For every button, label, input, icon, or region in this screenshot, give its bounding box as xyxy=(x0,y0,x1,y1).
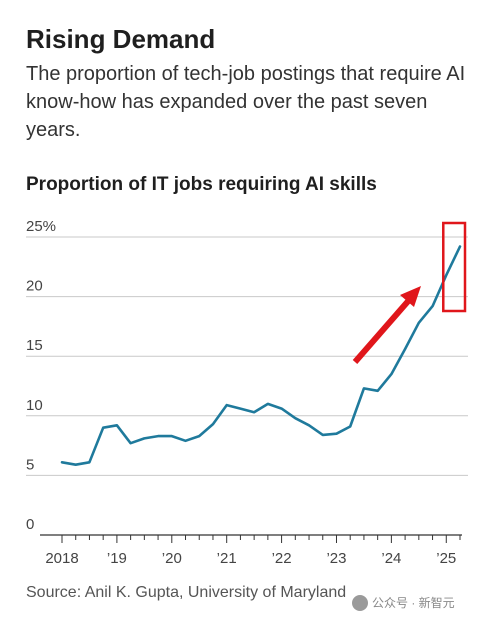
x-tick-label: ’25 xyxy=(436,550,456,567)
x-tick-label: ’23 xyxy=(326,550,346,567)
y-tick-label: 10 xyxy=(26,397,43,414)
y-tick-label: 15 xyxy=(26,337,43,354)
page-subtitle: The proportion of tech-job postings that… xyxy=(26,63,466,141)
x-tick-label: ’21 xyxy=(217,550,237,567)
page-title: Rising Demand xyxy=(26,24,216,54)
watermark-text: 公众号 · 新智元 xyxy=(372,596,455,610)
wechat-icon xyxy=(352,594,368,611)
y-tick-label: 25% xyxy=(26,218,56,235)
y-axis-labels: 0 5 10 15 20 25% xyxy=(26,218,56,533)
x-axis: 2018 ’19 ’20 ’21 ’22 ’23 ’24 ’25 xyxy=(40,534,462,567)
arrow-shaft xyxy=(352,297,413,364)
x-tick-label: ’22 xyxy=(272,550,292,567)
x-tick-label: ’19 xyxy=(107,550,127,567)
arrow-head xyxy=(400,286,421,307)
x-tick-label: 2018 xyxy=(45,550,78,567)
y-tick-label: 20 xyxy=(26,278,43,295)
x-tick-label: ’24 xyxy=(381,550,401,567)
highlight-box xyxy=(442,221,467,313)
source-note: Source: Anil K. Gupta, University of Mar… xyxy=(26,584,347,601)
series-line xyxy=(60,245,462,467)
x-tick-label: ’20 xyxy=(162,550,182,567)
y-tick-label: 0 xyxy=(26,516,34,533)
y-tick-label: 5 xyxy=(26,456,34,473)
grid-lines xyxy=(26,236,468,476)
chart-title: Proportion of IT jobs requiring AI skill… xyxy=(26,174,377,195)
watermark: 公众号 · 新智元 xyxy=(352,594,455,611)
annotation-layer xyxy=(352,221,467,364)
series-layer xyxy=(60,245,462,467)
